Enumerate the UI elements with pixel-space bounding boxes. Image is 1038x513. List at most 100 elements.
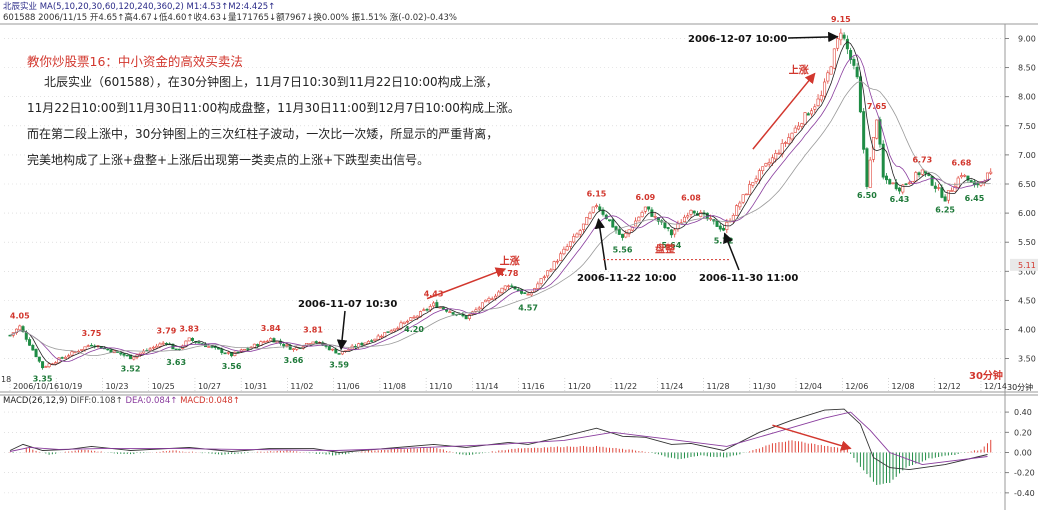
candle-body [800,123,804,127]
price-tick-label: 6.00 [1018,209,1036,218]
date-tick-label: 11/30 [753,382,776,391]
candle-body [682,216,686,223]
candle-body [868,159,872,188]
quote-text: 601588 2006/11/15 开4.65↑高4.67↓低4.60↑收4.6… [3,13,457,23]
price-label: 6.43 [890,195,910,204]
candle-body [803,112,807,125]
candle-body [920,169,924,175]
date-tick-label: 11/14 [475,382,498,391]
candle-body [80,349,84,351]
price-label: 3.56 [222,362,242,371]
candle-body [262,341,266,343]
candle-body [31,345,35,351]
candle-body [523,292,527,294]
rise-label-2: 上涨 [789,63,809,76]
candle-body [839,32,843,41]
candle-body [650,209,654,217]
candle-body [953,186,957,192]
candle-body [669,229,673,236]
macd-legend: MACD(26,12,9) DIFF:0.108↑ DEA:0.084↑ MAC… [3,396,240,407]
date-tick-label: 10/27 [198,382,221,391]
annotation-line-4: 完美地构成了上涨+盘整+上涨后出现第一类卖点的上涨+下跌型卖出信号。 [27,153,430,167]
price-label: 3.75 [82,329,102,338]
price-label: 3.59 [329,360,349,369]
candle-body [67,355,71,358]
candle-body [243,348,247,351]
candle-body [689,209,693,215]
candle-body [797,125,801,130]
consolidation-label: 盘整 [655,243,675,256]
candle-body [754,178,758,182]
price-label: 7.65 [867,102,887,111]
candle-body [373,338,377,341]
price-label: 5.64 [662,241,682,250]
candle-body [940,187,944,198]
candle-body [881,143,885,178]
candle-body [819,95,823,101]
period-axis-label: 30分钟 [1007,383,1034,392]
callout-arrow-1207 [787,31,839,43]
candle-body [314,341,318,344]
candle-body [311,341,315,345]
dea-line [9,411,988,466]
candle-body [432,302,436,307]
candle-body [285,344,289,347]
candle-body [288,344,292,350]
candle-body [493,295,497,299]
candle-body [718,225,722,230]
candle-body [379,335,383,338]
ma-line [9,54,991,363]
candle-body [516,289,520,291]
candle-body [959,175,963,178]
candle-body [155,345,159,349]
candle-body [207,346,211,348]
candle-body [376,335,380,340]
candle-body [744,193,748,196]
candle-body [106,348,110,351]
macd-tick-label: -0.20 [1014,469,1035,478]
candle-body [966,175,970,181]
price-label: 3.79 [157,327,177,336]
price-tick-label: 3.50 [1018,355,1036,364]
candle-body [963,175,967,177]
candle-body [406,320,410,323]
candle-body [956,177,960,188]
rise-label-1: 上涨 [500,255,520,268]
candle-body [588,212,592,219]
candle-body [520,289,524,294]
candle-body [34,349,38,358]
date-tick-label: 12/08 [891,382,914,391]
candle-body [122,353,126,356]
candle-body [559,253,563,261]
date-tick-label: 12/06 [845,382,868,391]
candle-body [438,306,442,309]
candle-body [435,302,439,309]
candle-body [627,229,631,235]
price-tick-label: 5.50 [1018,238,1036,247]
candle-body [132,356,136,360]
callout-2006-11-30: 2006-11-30 11:00 [699,273,798,284]
annotation-title: 教你炒股票16：中小资金的高效买卖法 [27,54,243,69]
candle-body [741,194,745,203]
candle-body [656,217,660,222]
candle-body [816,98,820,106]
candle-body [389,330,393,333]
candle-body [813,106,817,110]
candle-body [611,219,615,228]
candle-body [392,328,396,332]
date-tick-label: 11/24 [660,382,683,391]
candle-body [715,220,719,227]
price-label: 6.68 [952,159,972,168]
candle-body [63,356,67,359]
candle-body [233,351,237,356]
candle-body [83,346,87,350]
candle-body [269,338,273,342]
date-tick-label: 10/25 [152,382,175,391]
price-label: 6.09 [635,193,655,202]
price-tick-label: 4.00 [1018,325,1036,334]
candle-body [542,276,546,279]
candle-body [643,206,647,212]
price-tick-label: 4.50 [1018,296,1036,305]
candle-body [487,298,491,301]
